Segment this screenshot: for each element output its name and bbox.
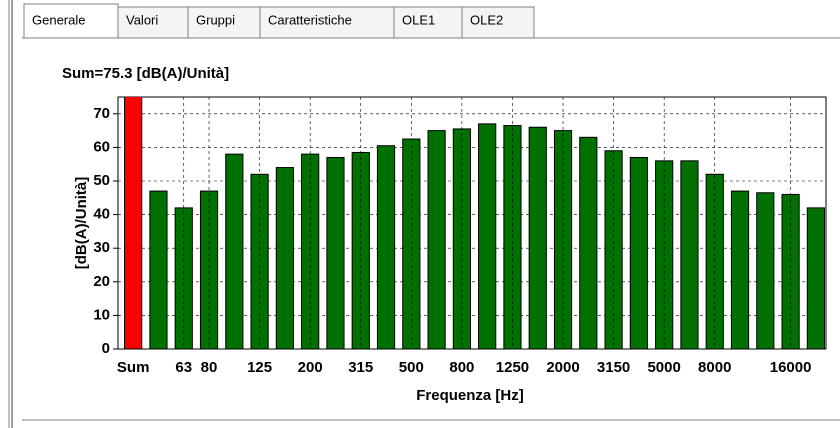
chart-title: Sum=75.3 [dB(A)/Unità] [62, 65, 229, 82]
y-tick-label: 20 [93, 273, 110, 290]
tab[interactable]: OLE1 [393, 6, 463, 39]
tab-label: OLE1 [402, 12, 435, 27]
y-tick-label: 60 [93, 138, 110, 155]
y-axis-label: [dB(A)/Unità] [73, 177, 90, 269]
y-tick-label: 30 [93, 239, 110, 256]
x-tick-label: 200 [298, 359, 323, 376]
x-tick-label: 500 [399, 359, 424, 376]
tab-label: OLE2 [470, 12, 503, 27]
y-tick-label: 50 [93, 172, 110, 189]
tab[interactable]: OLE2 [461, 6, 535, 39]
bar [149, 190, 168, 349]
x-tick-label: 8000 [698, 359, 731, 376]
x-tick-label: 1250 [496, 359, 529, 376]
tab[interactable]: Generale [23, 3, 119, 39]
x-tick-label: 63 [175, 359, 192, 376]
tab-frame [23, 3, 119, 39]
y-tick-label: 40 [93, 206, 110, 223]
tab-label: Generale [32, 12, 85, 27]
tab-label: Caratteristiche [268, 12, 352, 27]
bar [301, 153, 320, 349]
y-tick-label: 70 [93, 105, 110, 122]
x-tick-label: 80 [201, 359, 218, 376]
bar [730, 190, 750, 349]
bar [756, 192, 775, 349]
tab[interactable]: Caratteristiche [259, 6, 395, 39]
bar [528, 126, 547, 349]
bar [680, 160, 699, 349]
x-tick-label: 16000 [770, 359, 812, 376]
tab-frame [461, 6, 535, 39]
bar [579, 136, 598, 349]
bar [376, 145, 396, 349]
tab-frame [259, 6, 395, 39]
bar [225, 153, 244, 349]
tab-label: Gruppi [196, 12, 235, 27]
bar [124, 97, 143, 349]
tab-label: Valori [126, 12, 158, 27]
tab[interactable]: Gruppi [187, 6, 261, 39]
bar [806, 207, 825, 349]
x-tick-label: 125 [247, 359, 272, 376]
bar [553, 130, 573, 349]
x-tick-label: 5000 [647, 359, 680, 376]
bar [199, 190, 219, 349]
tab-frame [117, 6, 189, 39]
bar [326, 156, 345, 349]
x-tick-label: 800 [449, 359, 474, 376]
bar [629, 156, 648, 349]
tab[interactable]: Valori [117, 6, 189, 39]
bar [478, 123, 497, 349]
bar [427, 130, 446, 349]
x-tick-label: 2000 [546, 359, 579, 376]
x-tick-label: Sum [117, 359, 150, 376]
tab-frame [187, 6, 261, 39]
tab-frame [393, 6, 463, 39]
x-tick-label: 315 [348, 359, 373, 376]
x-axis-label: Frequenza [Hz] [416, 387, 524, 404]
x-tick-label: 3150 [597, 359, 630, 376]
bar [275, 167, 294, 349]
y-tick-label: 0 [102, 340, 110, 357]
y-tick-label: 10 [93, 306, 110, 323]
